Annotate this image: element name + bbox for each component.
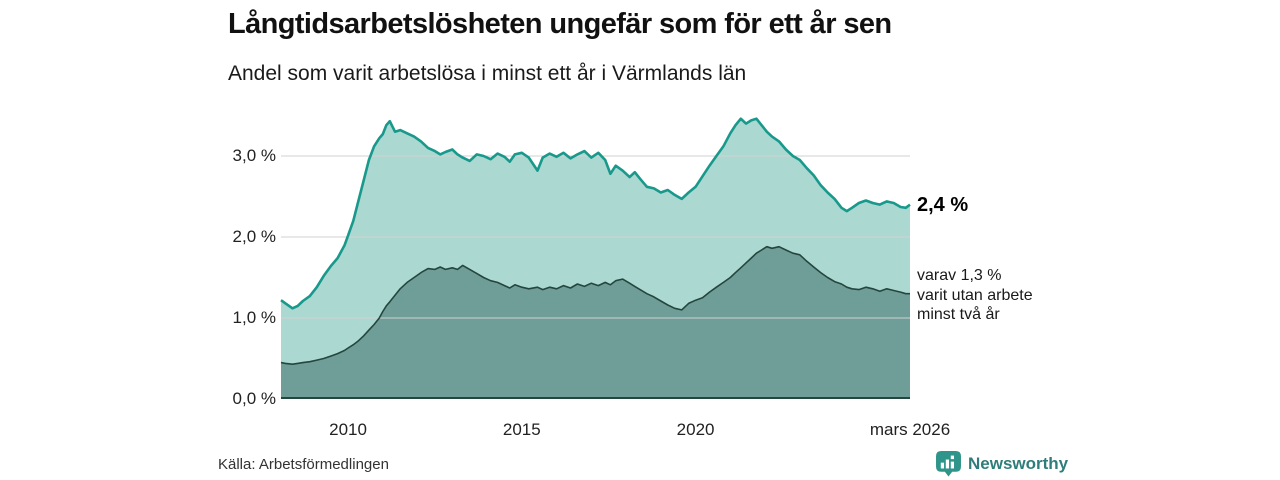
brand-name: Newsworthy <box>968 454 1069 473</box>
area-fill-2yr <box>281 246 910 399</box>
x-tick-label: 2020 <box>676 420 715 439</box>
page-subtitle: Andel som varit arbetslösa i minst ett å… <box>228 62 747 85</box>
line-2yr <box>280 245 910 365</box>
exclamation-dot <box>950 455 955 460</box>
annotation-line: minst två år <box>917 306 1000 323</box>
annotation-line: varav 1,3 % <box>917 267 1002 284</box>
x-tick-label: mars 2026 <box>869 420 951 439</box>
page-title: Långtidsarbetslösheten ungefär som för e… <box>228 8 892 40</box>
source-note: Källa: Arbetsförmedlingen <box>218 456 389 473</box>
x-tick-label: 2015 <box>502 420 541 439</box>
line-1yr <box>280 117 911 310</box>
newsworthy-bars-icon <box>936 451 961 477</box>
y-tick-label: 0,0 % <box>232 389 276 408</box>
annotation-line: varit utan arbete <box>917 286 1033 304</box>
y-tick-label: 2,0 % <box>232 227 276 246</box>
x-tick-label: 2010 <box>329 420 367 439</box>
series2-end-annotation: varav 1,3 % varit utan arbete minst två … <box>917 266 1033 325</box>
y-tick-label: 1,0 % <box>232 308 276 327</box>
y-tick-label: 3,0 % <box>232 146 276 165</box>
newsworthy-logo: Newsworthy <box>936 451 1068 477</box>
series1-end-value-label: 2,4 % <box>917 194 969 216</box>
